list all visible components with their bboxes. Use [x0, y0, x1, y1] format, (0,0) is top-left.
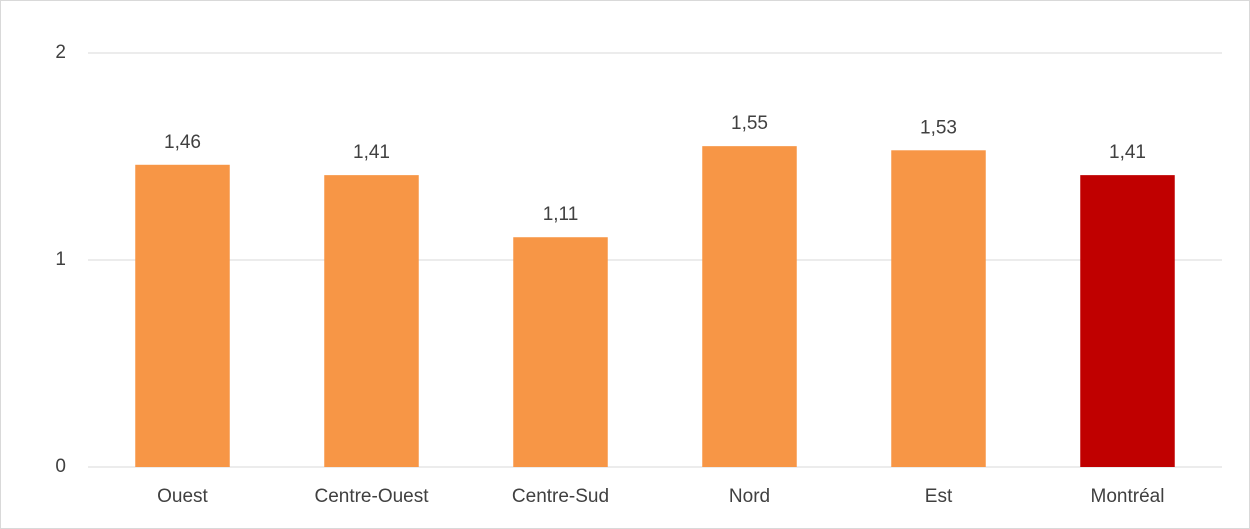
x-tick-label: Centre-Ouest	[314, 486, 429, 507]
x-tick-label: Montréal	[1091, 486, 1165, 507]
value-label: 1,41	[353, 142, 390, 163]
value-label: 1,46	[164, 132, 201, 153]
bar	[324, 175, 419, 467]
value-label: 1,11	[543, 204, 579, 225]
value-label: 1,55	[731, 113, 768, 134]
bar	[891, 150, 986, 468]
bar	[135, 164, 230, 467]
x-tick-label: Centre-Sud	[512, 486, 609, 507]
y-tick-label: 2	[55, 42, 66, 63]
value-label: 1,53	[920, 117, 957, 138]
y-tick-label: 1	[55, 249, 66, 270]
bar	[1080, 175, 1175, 467]
x-tick-label: Est	[925, 486, 953, 507]
x-tick-label: Ouest	[157, 486, 208, 507]
y-tick-label: 0	[55, 456, 66, 477]
bar	[702, 146, 797, 467]
bar	[513, 237, 608, 467]
x-tick-label: Nord	[729, 486, 770, 507]
value-label: 1,41	[1109, 142, 1146, 163]
